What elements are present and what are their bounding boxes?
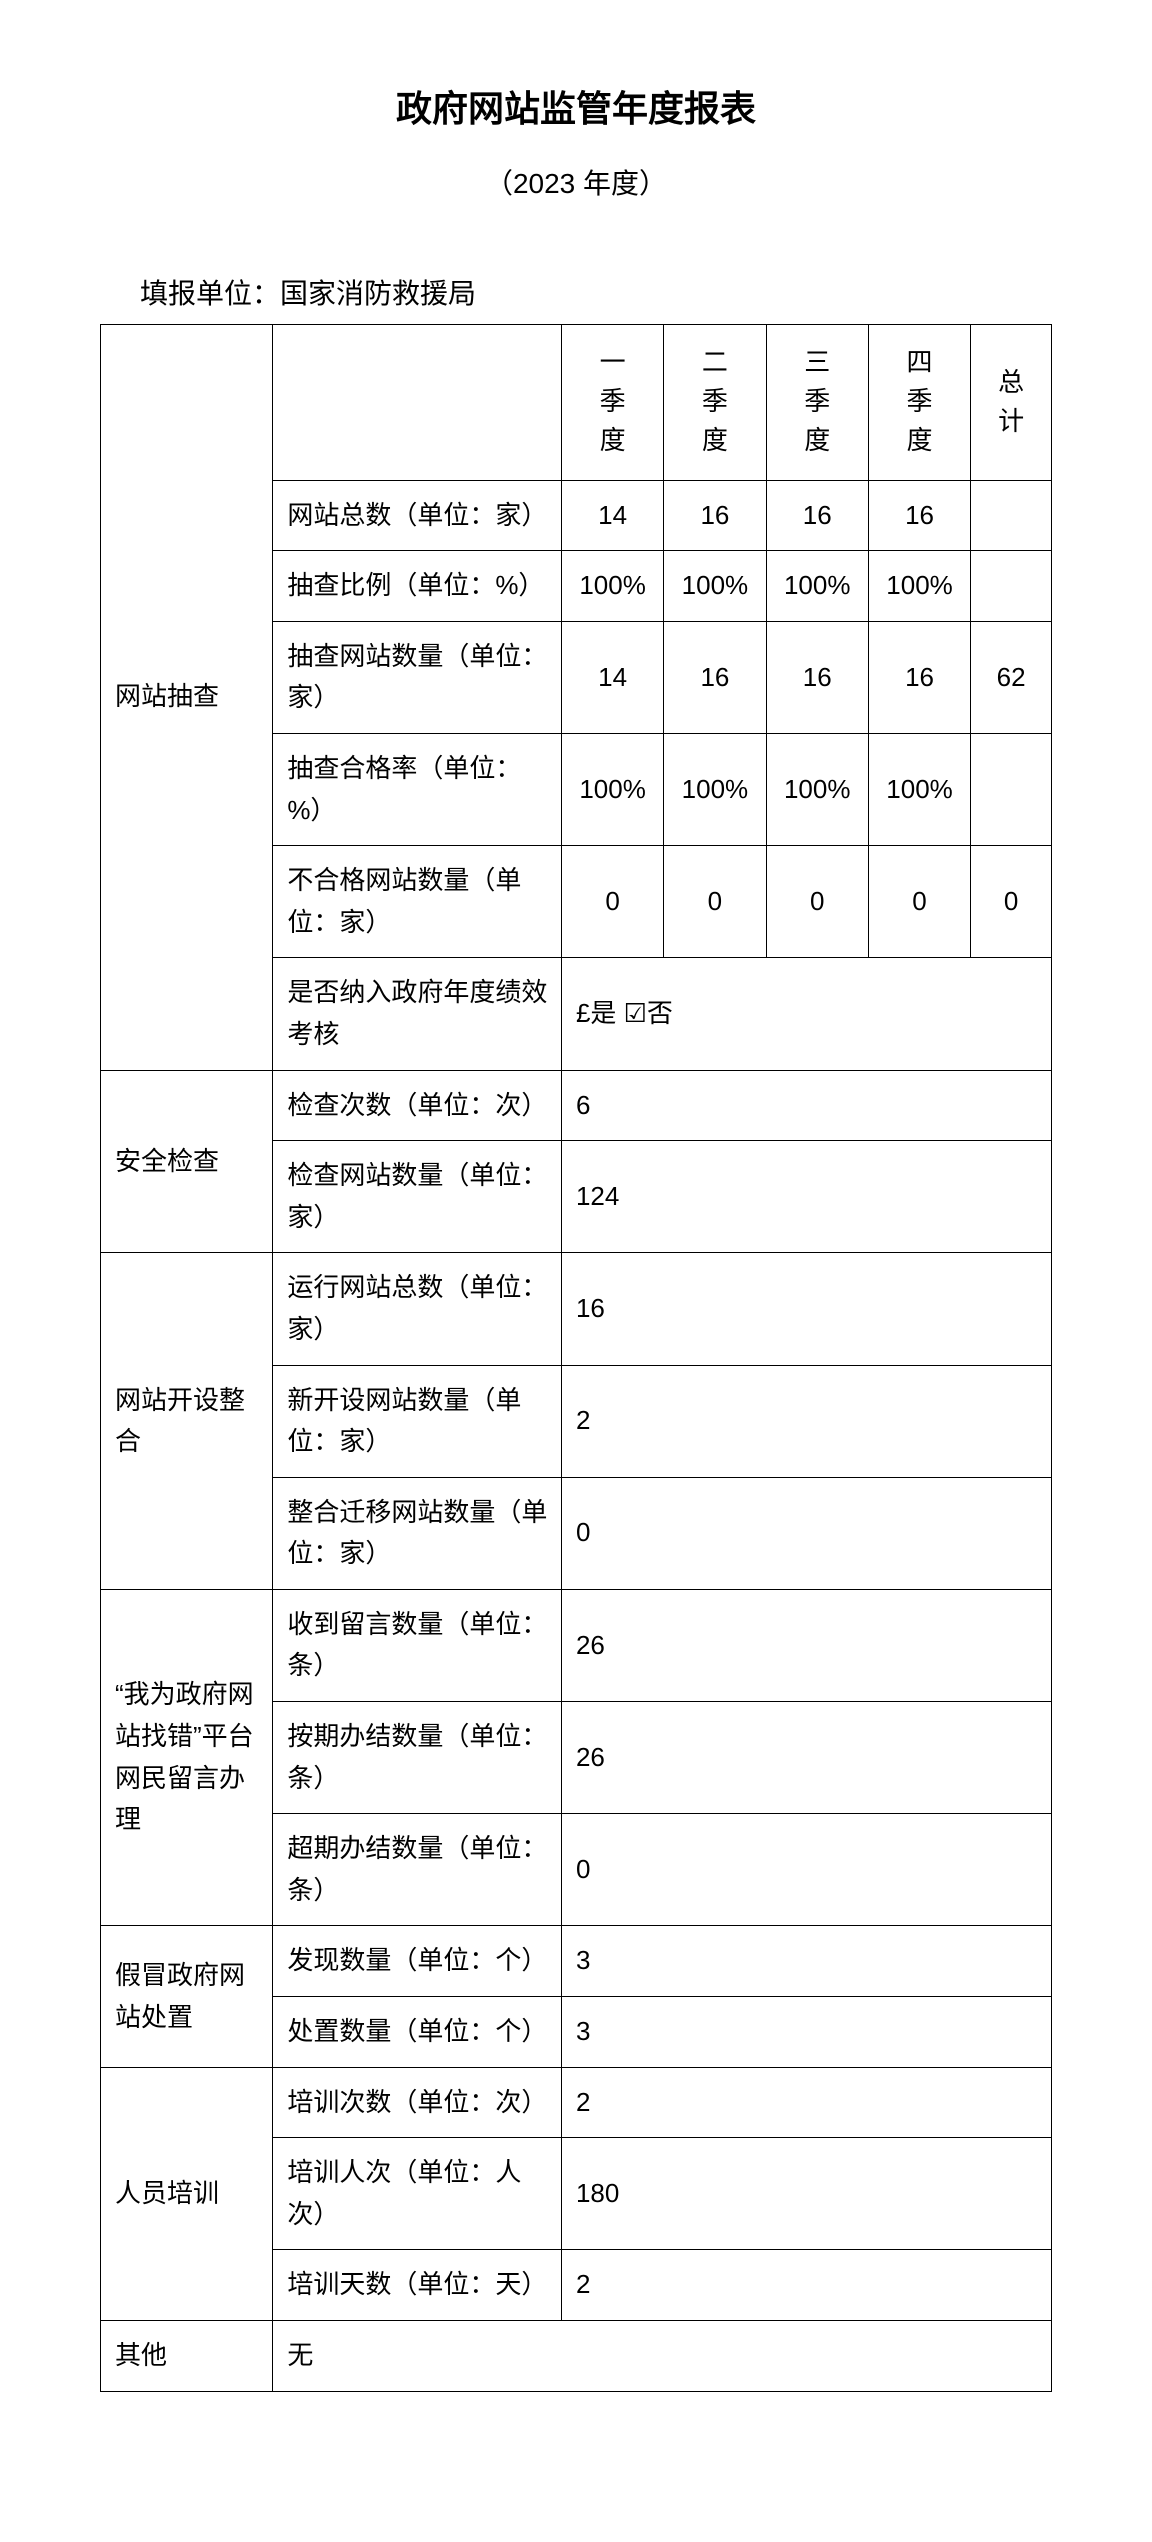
- cell: 100%: [766, 551, 868, 622]
- cell: 100%: [664, 551, 766, 622]
- cell: 100%: [561, 733, 663, 845]
- cell: 3: [561, 1926, 1051, 1997]
- metric-ontime: 按期办结数量（单位：条）: [273, 1702, 562, 1814]
- section-label-check: 网站抽查: [101, 325, 273, 1071]
- metric-ratio: 抽查比例（单位：%）: [273, 551, 562, 622]
- cell: 100%: [766, 733, 868, 845]
- metric-found: 发现数量（单位：个）: [273, 1926, 562, 1997]
- metric-overdue: 超期办结数量（单位：条）: [273, 1814, 562, 1926]
- unit-value: 国家消防救援局: [280, 278, 476, 309]
- cell: 2: [561, 1365, 1051, 1477]
- col-q2: 二季度: [664, 325, 766, 481]
- report-title: 政府网站监管年度报表: [100, 80, 1052, 132]
- cell: 0: [868, 846, 970, 958]
- metric-inspect-sites: 检查网站数量（单位：家）: [273, 1141, 562, 1253]
- metric-train-times: 培训次数（单位：次）: [273, 2067, 562, 2138]
- unit-line: 填报单位：国家消防救援局: [100, 272, 1052, 312]
- cell: 16: [868, 480, 970, 551]
- cell: 14: [561, 480, 663, 551]
- section-label-feedback: “我为政府网站找错”平台网民留言办理: [101, 1589, 273, 1926]
- section-label-fake: 假冒政府网站处置: [101, 1926, 273, 2067]
- cell: 3: [561, 1997, 1051, 2068]
- cell: 0: [766, 846, 868, 958]
- metric-running: 运行网站总数（单位：家）: [273, 1253, 562, 1365]
- metric-perf: 是否纳入政府年度绩效考核: [273, 958, 562, 1070]
- section-label-training: 人员培训: [101, 2067, 273, 2320]
- metric-train-days: 培训天数（单位：天）: [273, 2250, 562, 2321]
- cell: 124: [561, 1141, 1051, 1253]
- col-total: 总计: [971, 325, 1052, 481]
- metric-inspect-times: 检查次数（单位：次）: [273, 1070, 562, 1141]
- cell: 16: [664, 480, 766, 551]
- cell: 26: [561, 1589, 1051, 1701]
- cell: [971, 551, 1052, 622]
- row-train-times: 人员培训 培训次数（单位：次） 2: [101, 2067, 1052, 2138]
- annual-report-table: 网站抽查 一季度 二季度 三季度 四季度 总计 网站总数（单位：家） 14 16…: [100, 324, 1052, 2392]
- col-q1: 一季度: [561, 325, 663, 481]
- cell: 16: [766, 621, 868, 733]
- row-inspect-times: 安全检查 检查次数（单位：次） 6: [101, 1070, 1052, 1141]
- cell-other-value: 无: [273, 2321, 1052, 2392]
- section-label-other: 其他: [101, 2321, 273, 2392]
- cell: 0: [561, 846, 663, 958]
- cell: 100%: [868, 733, 970, 845]
- cell: 6: [561, 1070, 1051, 1141]
- metric-pass-rate: 抽查合格率（单位：%）: [273, 733, 562, 845]
- col-q4: 四季度: [868, 325, 970, 481]
- metric-handled: 处置数量（单位：个）: [273, 1997, 562, 2068]
- cell: 2: [561, 2067, 1051, 2138]
- table-header-row: 网站抽查 一季度 二季度 三季度 四季度 总计: [101, 325, 1052, 481]
- cell: 16: [664, 621, 766, 733]
- row-other: 其他 无: [101, 2321, 1052, 2392]
- cell: 180: [561, 2138, 1051, 2250]
- cell: 0: [561, 1814, 1051, 1926]
- metric-train-persons: 培训人次（单位：人次）: [273, 2138, 562, 2250]
- metric-fail-count: 不合格网站数量（单位：家）: [273, 846, 562, 958]
- cell: 2: [561, 2250, 1051, 2321]
- report-subtitle: （2023 年度）: [100, 162, 1052, 202]
- col-q3: 三季度: [766, 325, 868, 481]
- cell: 100%: [664, 733, 766, 845]
- cell: [971, 733, 1052, 845]
- cell: 100%: [561, 551, 663, 622]
- row-running: 网站开设整合 运行网站总数（单位：家） 16: [101, 1253, 1052, 1365]
- row-received: “我为政府网站找错”平台网民留言办理 收到留言数量（单位：条） 26: [101, 1589, 1052, 1701]
- metric-merged: 整合迁移网站数量（单位：家）: [273, 1477, 562, 1589]
- cell: 0: [971, 846, 1052, 958]
- cell: 16: [766, 480, 868, 551]
- cell: [971, 480, 1052, 551]
- unit-label: 填报单位：: [140, 278, 280, 309]
- cell: 14: [561, 621, 663, 733]
- cell: 0: [561, 1477, 1051, 1589]
- metric-sample-count: 抽查网站数量（单位：家）: [273, 621, 562, 733]
- metric-total-sites: 网站总数（单位：家）: [273, 480, 562, 551]
- metric-new: 新开设网站数量（单位：家）: [273, 1365, 562, 1477]
- cell-perf-value: £是 ☑否: [561, 958, 1051, 1070]
- section-label-security: 安全检查: [101, 1070, 273, 1253]
- cell: 0: [664, 846, 766, 958]
- section-label-setup: 网站开设整合: [101, 1253, 273, 1590]
- cell: 16: [561, 1253, 1051, 1365]
- cell: 100%: [868, 551, 970, 622]
- cell: 62: [971, 621, 1052, 733]
- metric-received: 收到留言数量（单位：条）: [273, 1589, 562, 1701]
- row-found: 假冒政府网站处置 发现数量（单位：个） 3: [101, 1926, 1052, 1997]
- header-blank: [273, 325, 562, 481]
- cell: 16: [868, 621, 970, 733]
- cell: 26: [561, 1702, 1051, 1814]
